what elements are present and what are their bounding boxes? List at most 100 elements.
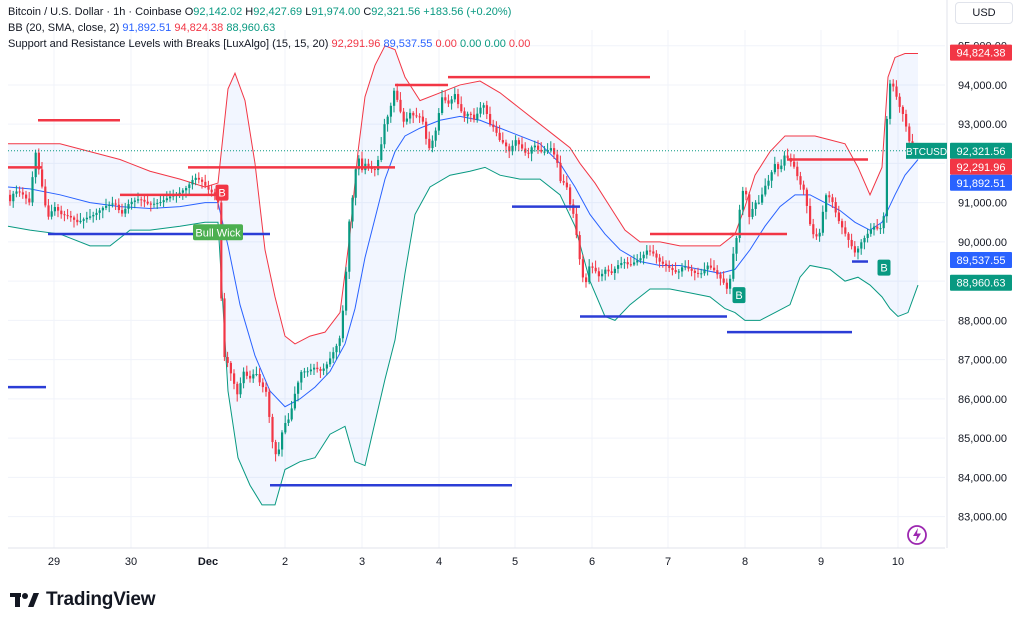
candle[interactable] bbox=[492, 124, 495, 128]
candle[interactable] bbox=[489, 113, 492, 125]
candle[interactable] bbox=[124, 208, 127, 214]
candle[interactable] bbox=[693, 270, 696, 273]
candle[interactable] bbox=[569, 187, 572, 205]
candle[interactable] bbox=[281, 432, 284, 450]
candle[interactable] bbox=[466, 113, 469, 117]
candle[interactable] bbox=[575, 213, 578, 236]
candle[interactable] bbox=[527, 152, 530, 154]
candle[interactable] bbox=[188, 184, 191, 188]
candle[interactable] bbox=[447, 100, 450, 104]
candle[interactable] bbox=[345, 271, 348, 311]
candle[interactable] bbox=[453, 94, 456, 100]
candle[interactable] bbox=[226, 357, 229, 363]
candle[interactable] bbox=[28, 198, 31, 203]
candle[interactable] bbox=[748, 194, 751, 217]
candle[interactable] bbox=[697, 272, 700, 274]
candle[interactable] bbox=[293, 393, 296, 409]
candle[interactable] bbox=[319, 369, 322, 371]
candle[interactable] bbox=[601, 273, 604, 277]
candle[interactable] bbox=[111, 203, 114, 205]
candle[interactable] bbox=[607, 269, 610, 272]
candle[interactable] bbox=[473, 114, 476, 120]
candle[interactable] bbox=[82, 219, 85, 221]
candle[interactable] bbox=[479, 107, 482, 114]
candle[interactable] bbox=[821, 211, 824, 233]
candle[interactable] bbox=[69, 215, 72, 218]
candle[interactable] bbox=[73, 217, 76, 220]
candle[interactable] bbox=[885, 118, 888, 217]
candle[interactable] bbox=[354, 169, 357, 198]
candle[interactable] bbox=[805, 189, 808, 206]
candle[interactable] bbox=[412, 112, 415, 116]
candle[interactable] bbox=[85, 217, 88, 220]
candle[interactable] bbox=[47, 205, 50, 217]
sr-legend-row[interactable]: Support and Resistance Levels with Break… bbox=[8, 36, 530, 52]
candle[interactable] bbox=[389, 105, 392, 117]
candle[interactable] bbox=[793, 161, 796, 167]
candle[interactable] bbox=[892, 83, 895, 87]
candle[interactable] bbox=[149, 203, 152, 205]
candle[interactable] bbox=[562, 181, 565, 183]
candle[interactable] bbox=[383, 124, 386, 145]
candle[interactable] bbox=[213, 192, 216, 195]
candle[interactable] bbox=[450, 99, 453, 104]
candle[interactable] bbox=[399, 99, 402, 112]
candle[interactable] bbox=[729, 278, 732, 289]
candle[interactable] bbox=[517, 140, 520, 145]
candle[interactable] bbox=[508, 146, 511, 152]
candle[interactable] bbox=[34, 152, 37, 178]
candle[interactable] bbox=[18, 191, 21, 193]
candle[interactable] bbox=[245, 371, 248, 376]
candle[interactable] bbox=[636, 260, 639, 263]
candle[interactable] bbox=[681, 267, 684, 272]
candle[interactable] bbox=[716, 270, 719, 275]
candle[interactable] bbox=[178, 192, 181, 195]
candle[interactable] bbox=[505, 142, 508, 147]
candle[interactable] bbox=[252, 374, 255, 379]
candle[interactable] bbox=[274, 442, 277, 455]
candle[interactable] bbox=[361, 158, 364, 171]
candle[interactable] bbox=[297, 382, 300, 394]
candle[interactable] bbox=[425, 121, 428, 139]
candle[interactable] bbox=[553, 148, 556, 155]
candle[interactable] bbox=[431, 140, 434, 149]
price-axis-tag[interactable] bbox=[950, 174, 1012, 191]
candle[interactable] bbox=[873, 226, 876, 230]
candle[interactable] bbox=[101, 207, 104, 211]
candle[interactable] bbox=[348, 221, 351, 272]
candle[interactable] bbox=[309, 369, 312, 372]
candle[interactable] bbox=[463, 111, 466, 117]
candle[interactable] bbox=[329, 358, 332, 365]
candle[interactable] bbox=[501, 140, 504, 143]
candle[interactable] bbox=[386, 116, 389, 125]
candle[interactable] bbox=[725, 282, 728, 289]
candle[interactable] bbox=[549, 148, 552, 151]
candle[interactable] bbox=[290, 408, 293, 420]
candle[interactable] bbox=[585, 277, 588, 283]
candle[interactable] bbox=[533, 145, 536, 148]
candle[interactable] bbox=[476, 113, 479, 120]
candle[interactable] bbox=[133, 200, 136, 202]
candle[interactable] bbox=[764, 185, 767, 195]
candle[interactable] bbox=[761, 194, 764, 203]
candle[interactable] bbox=[668, 265, 671, 268]
candle[interactable] bbox=[66, 215, 69, 217]
candle[interactable] bbox=[837, 212, 840, 222]
bb-basis-line[interactable] bbox=[7, 115, 919, 408]
candle[interactable] bbox=[665, 263, 668, 266]
candle[interactable] bbox=[597, 271, 600, 277]
candle[interactable] bbox=[220, 202, 223, 299]
candle[interactable] bbox=[322, 368, 325, 371]
candle[interactable] bbox=[745, 190, 748, 195]
candle[interactable] bbox=[197, 177, 200, 180]
candle[interactable] bbox=[367, 163, 370, 167]
candle[interactable] bbox=[796, 166, 799, 177]
candle[interactable] bbox=[802, 184, 805, 190]
candle[interactable] bbox=[15, 191, 18, 194]
candle[interactable] bbox=[53, 207, 56, 212]
candle[interactable] bbox=[844, 227, 847, 234]
candle[interactable] bbox=[780, 165, 783, 170]
candle[interactable] bbox=[620, 262, 623, 266]
candle[interactable] bbox=[882, 216, 885, 229]
lightning-icon[interactable] bbox=[906, 524, 928, 546]
